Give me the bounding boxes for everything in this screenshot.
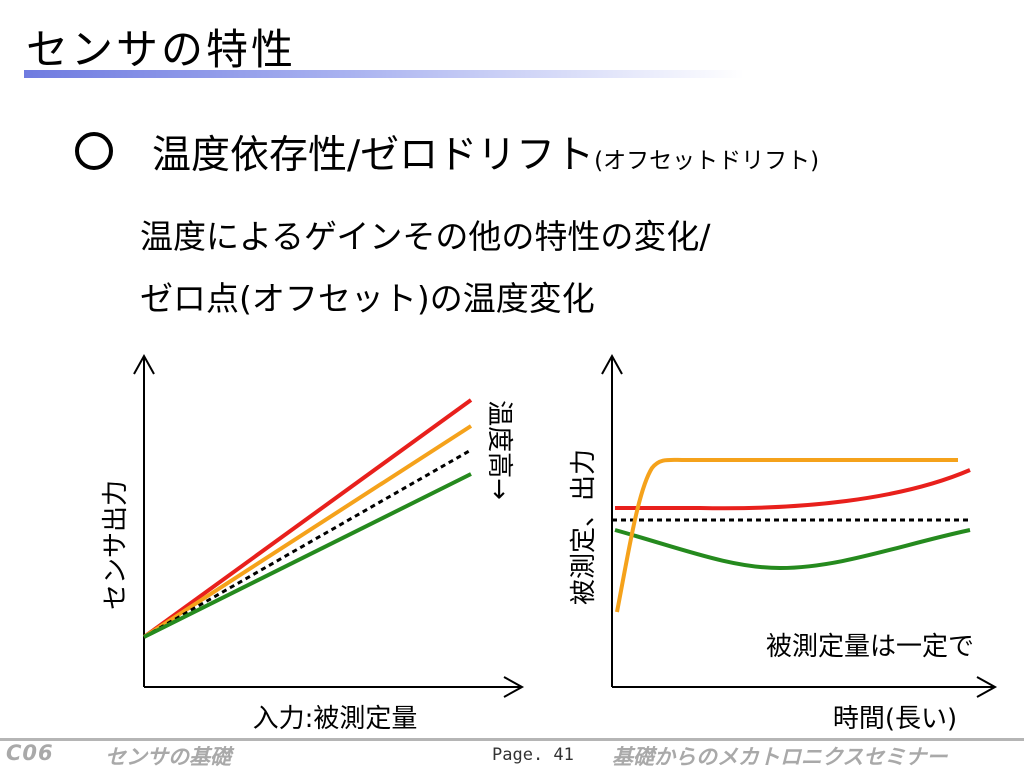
left-ylabel: センサ出力 [101, 480, 131, 610]
footer-page-number: Page. 41 [492, 745, 574, 765]
left-line-green [143, 472, 472, 639]
left-line-orange [142, 424, 473, 639]
left-diagram: センサ出力 入力:被測定量 温度高→ [101, 353, 525, 734]
constant-input-annotation: 被測定量は一定で [766, 632, 974, 662]
heading-note: (オフセットドリフト) [594, 148, 820, 174]
footer-series-title: 基礎からのメカトロニクスセミナー [612, 745, 948, 769]
left-xlabel: 入力:被測定量 [253, 704, 418, 734]
left-line-dotted [143, 448, 472, 639]
slide-title: センサの特性 [26, 25, 297, 74]
right-x-arrowhead [976, 676, 998, 698]
right-line-orange [615, 457, 958, 613]
right-ylabel: 被測定、出力 [569, 449, 599, 605]
left-line-red [142, 398, 473, 639]
right-xlabel: 時間(長い) [833, 704, 957, 734]
left-x-arrowhead [503, 676, 525, 698]
footer-course-code: C06 [6, 741, 54, 765]
temperature-annotation: 温度高→ [484, 400, 514, 500]
right-y-arrowhead [601, 353, 623, 375]
right-line-green [614, 528, 971, 571]
title-underline [24, 70, 744, 78]
footer-topic: センサの基礎 [105, 745, 231, 769]
body-line-1: 温度によるゲインその他の特性の変化/ [140, 217, 711, 256]
footer-divider [0, 738, 1024, 741]
right-line-red [615, 468, 971, 511]
body-line-2: ゼロ点(オフセット)の温度変化 [140, 279, 595, 318]
circle-bullet-icon [75, 132, 113, 170]
right-diagram: 被測定、出力 時間(長い) 被測定量は一定で [569, 353, 998, 734]
heading-text: 温度依存性/ゼロドリフト [152, 133, 595, 178]
left-y-arrowhead [133, 353, 155, 375]
heading: 温度依存性/ゼロドリフト(オフセットドリフト) [152, 124, 819, 180]
